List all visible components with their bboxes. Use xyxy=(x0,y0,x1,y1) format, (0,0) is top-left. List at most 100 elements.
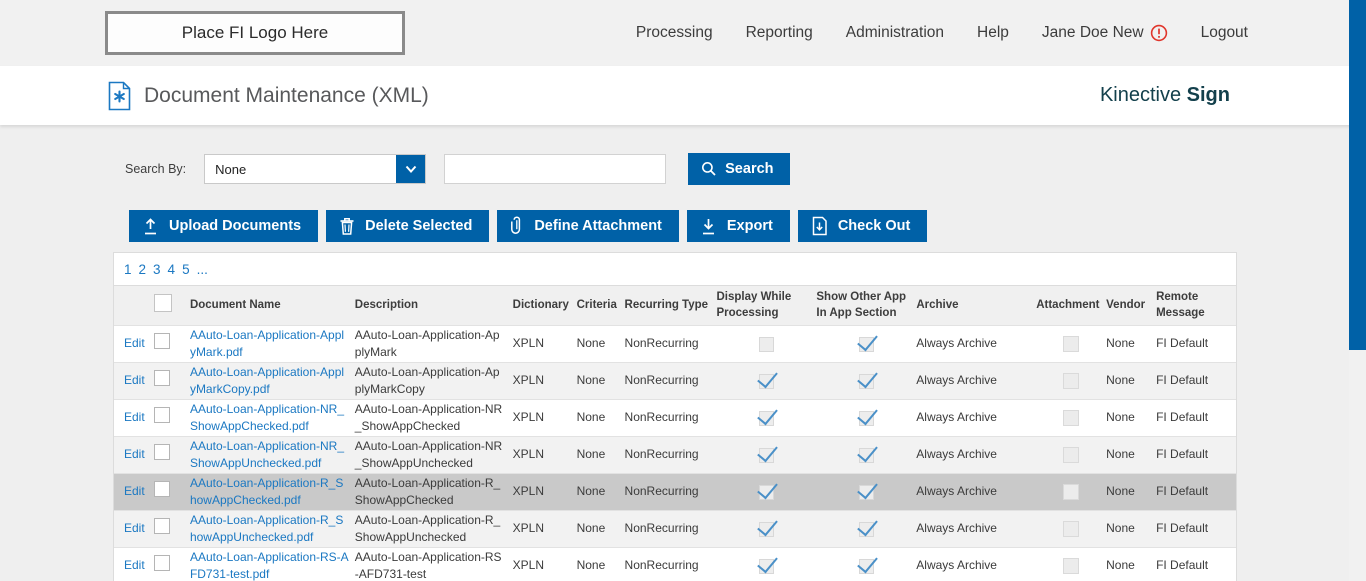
dictionary-cell: XPLN xyxy=(512,410,545,425)
page-link-5[interactable]: 5 xyxy=(182,261,190,277)
search-button[interactable]: Search xyxy=(688,153,790,185)
dictionary-cell: XPLN xyxy=(512,336,545,351)
edit-link[interactable]: Edit xyxy=(124,521,145,536)
criteria-cell: None xyxy=(576,484,606,499)
vertical-scrollbar[interactable] xyxy=(1349,0,1366,581)
remote-message-cell: FI Default xyxy=(1156,521,1209,536)
xml-document-icon xyxy=(107,81,132,111)
vendor-cell: None xyxy=(1106,447,1135,462)
check-out-button[interactable]: Check Out xyxy=(797,210,928,242)
page-link-2[interactable]: 2 xyxy=(138,261,147,277)
row-select-checkbox[interactable] xyxy=(153,333,170,350)
upload-documents-label: Upload Documents xyxy=(169,218,302,234)
show-other-app-checkbox xyxy=(858,373,874,389)
delete-selected-button[interactable]: Delete Selected xyxy=(326,210,490,242)
remote-message-cell: FI Default xyxy=(1156,484,1209,499)
row-select-checkbox[interactable] xyxy=(153,518,170,535)
edit-link[interactable]: Edit xyxy=(124,558,145,573)
vendor-cell: None xyxy=(1106,558,1135,573)
fi-logo-text: Place FI Logo Here xyxy=(181,23,329,42)
archive-cell: Always Archive xyxy=(916,521,997,536)
show-other-app-checkbox xyxy=(858,336,874,352)
document-name-link[interactable]: AAuto-Loan-Application-NR_ShowAppChecked… xyxy=(189,401,345,433)
table-row: Edit AAuto-Loan-Application-R_ShowAppUnc… xyxy=(114,510,1236,547)
description-cell: AAuto-Loan-Application-NR_ShowAppChecked xyxy=(354,401,503,433)
alert-icon xyxy=(1150,24,1168,42)
top-bar: Place FI Logo Here Processing Reporting … xyxy=(0,0,1366,66)
document-name-link[interactable]: AAuto-Loan-Application-RS-AFD731-test.pd… xyxy=(189,549,349,581)
search-by-dropdown[interactable]: None xyxy=(204,154,427,184)
criteria-cell: None xyxy=(576,410,606,425)
header-display-while-processing: Display While Processing xyxy=(716,290,792,319)
edit-link[interactable]: Edit xyxy=(124,447,145,462)
nav-logout[interactable]: Logout xyxy=(1200,24,1248,41)
define-attachment-label: Define Attachment xyxy=(534,218,662,234)
document-name-link[interactable]: AAuto-Loan-Application-R_ShowAppUnchecke… xyxy=(189,512,344,544)
export-button[interactable]: Export xyxy=(686,210,790,242)
page-link-more[interactable]: ... xyxy=(196,261,208,277)
header-remote-message: Remote Message xyxy=(1156,290,1205,319)
documents-table: 1 2 3 4 5 ... Document Name Description … xyxy=(113,252,1237,581)
criteria-cell: None xyxy=(576,447,606,462)
pagination: 1 2 3 4 5 ... xyxy=(114,253,1236,285)
header-recurring-type: Recurring Type xyxy=(624,298,709,311)
page-link-1[interactable]: 1 xyxy=(124,261,132,277)
document-name-link[interactable]: AAuto-Loan-Application-R_ShowAppChecked.… xyxy=(189,475,344,507)
row-select-checkbox[interactable] xyxy=(153,407,170,424)
nav-reporting[interactable]: Reporting xyxy=(745,24,813,41)
edit-link[interactable]: Edit xyxy=(124,410,145,425)
show-other-app-checkbox xyxy=(858,410,874,426)
row-select-checkbox[interactable] xyxy=(153,370,170,387)
search-by-selected-value: None xyxy=(215,161,247,177)
scrollbar-thumb[interactable] xyxy=(1349,0,1366,350)
document-name-link[interactable]: AAuto-Loan-Application-ApplyMark.pdf xyxy=(189,327,345,359)
nav-help[interactable]: Help xyxy=(977,24,1009,41)
toolbar: Upload Documents Delete Selected Define … xyxy=(129,210,1366,242)
description-cell: AAuto-Loan-Application-R_ShowAppUnchecke… xyxy=(354,512,501,544)
dropdown-arrow-button[interactable] xyxy=(396,155,426,183)
search-input[interactable] xyxy=(444,154,667,184)
table-row: Edit AAuto-Loan-Application-ApplyMark.pd… xyxy=(114,325,1236,362)
display-while-processing-checkbox xyxy=(758,558,774,574)
recurring-type-cell: NonRecurring xyxy=(624,521,699,536)
display-while-processing-checkbox xyxy=(758,484,774,500)
edit-link[interactable]: Edit xyxy=(124,336,145,351)
select-all-checkbox[interactable] xyxy=(153,293,172,312)
header-attachment: Attachment xyxy=(1036,298,1100,311)
export-label: Export xyxy=(726,218,773,234)
edit-link[interactable]: Edit xyxy=(124,373,145,388)
remote-message-cell: FI Default xyxy=(1156,410,1209,425)
nav-processing[interactable]: Processing xyxy=(635,24,713,41)
nav-user-menu[interactable]: Jane Doe New xyxy=(1042,24,1168,42)
row-select-checkbox[interactable] xyxy=(153,444,170,461)
nav-administration[interactable]: Administration xyxy=(845,24,945,41)
user-name: Jane Doe New xyxy=(1041,24,1144,41)
archive-cell: Always Archive xyxy=(916,447,997,462)
table-row: Edit AAuto-Loan-Application-NR_ShowAppUn… xyxy=(114,436,1236,473)
dictionary-cell: XPLN xyxy=(512,447,545,462)
recurring-type-cell: NonRecurring xyxy=(624,336,699,351)
vendor-cell: None xyxy=(1106,336,1135,351)
display-while-processing-checkbox xyxy=(758,521,774,537)
row-select-checkbox[interactable] xyxy=(153,555,170,572)
attachment-checkbox xyxy=(1063,558,1080,574)
define-attachment-button[interactable]: Define Attachment xyxy=(497,210,679,242)
recurring-type-cell: NonRecurring xyxy=(624,447,699,462)
row-select-checkbox[interactable] xyxy=(153,481,170,498)
page-link-4[interactable]: 4 xyxy=(167,261,176,277)
attachment-checkbox xyxy=(1063,521,1080,537)
show-other-app-checkbox xyxy=(858,521,874,537)
document-name-link[interactable]: AAuto-Loan-Application-NR_ShowAppUncheck… xyxy=(189,438,345,470)
upload-documents-button[interactable]: Upload Documents xyxy=(129,210,319,242)
search-button-label: Search xyxy=(725,161,774,177)
search-by-label: Search By: xyxy=(125,162,187,176)
table-row: Edit AAuto-Loan-Application-ApplyMarkCop… xyxy=(114,362,1236,399)
remote-message-cell: FI Default xyxy=(1156,373,1209,388)
archive-cell: Always Archive xyxy=(916,373,997,388)
edit-link[interactable]: Edit xyxy=(124,484,145,499)
checkout-document-icon xyxy=(811,216,828,236)
dictionary-cell: XPLN xyxy=(512,558,545,573)
show-other-app-checkbox xyxy=(858,558,874,574)
document-name-link[interactable]: AAuto-Loan-Application-ApplyMarkCopy.pdf xyxy=(189,364,345,396)
page-link-3[interactable]: 3 xyxy=(153,261,161,277)
